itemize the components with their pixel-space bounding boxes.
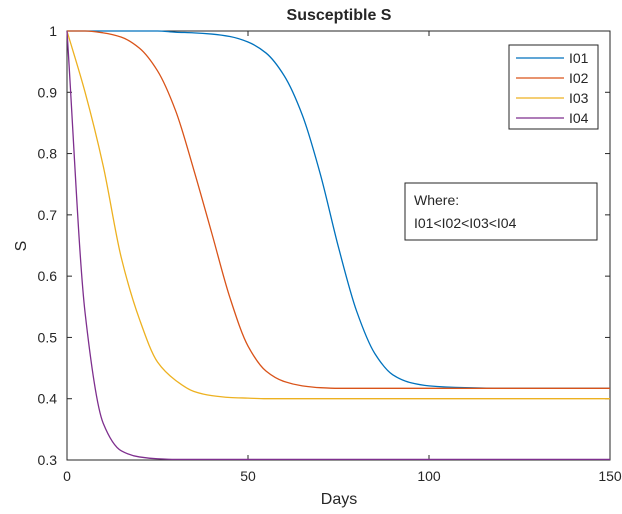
legend: I01 I02 I03 I04 xyxy=(508,44,599,130)
series-line-i01 xyxy=(67,30,610,389)
axis-ticks: 0 50 100 150 0.3 0.4 0.5 0.6 0.7 0.8 0.9 1 xyxy=(38,23,622,484)
chart-title: Susceptible S xyxy=(287,7,392,24)
annotation-frame xyxy=(404,182,598,241)
x-tick-label: 100 xyxy=(417,468,441,484)
x-tick-label: 150 xyxy=(598,468,622,484)
x-axis-label: Days xyxy=(321,491,357,508)
y-tick-label: 0.8 xyxy=(38,146,58,162)
legend-label-i03: I03 xyxy=(569,90,589,106)
y-tick-label: 0.4 xyxy=(38,391,58,407)
legend-label-i04: I04 xyxy=(569,110,589,126)
annotation-box: Where: I01<I02<I03<I04 xyxy=(404,182,598,241)
series-line-i03 xyxy=(66,30,611,400)
legend-label-i02: I02 xyxy=(569,70,589,86)
y-tick-label: 1 xyxy=(49,23,57,39)
series-line-i04 xyxy=(66,30,610,461)
x-tick-label: 0 xyxy=(63,468,71,484)
y-tick-label: 0.5 xyxy=(38,329,58,345)
legend-label-i01: I01 xyxy=(569,50,589,66)
y-tick-label: 0.3 xyxy=(38,452,58,468)
series-line-i02 xyxy=(67,30,610,389)
series-lines xyxy=(66,30,611,461)
y-axis-label: S xyxy=(13,241,30,252)
y-tick-label: 0.9 xyxy=(38,84,58,100)
annotation-line-2: I01<I02<I03<I04 xyxy=(414,215,517,231)
legend-box xyxy=(508,44,599,130)
y-tick-label: 0.6 xyxy=(38,268,58,284)
annotation-line-1: Where: xyxy=(414,192,459,208)
y-tick-label: 0.7 xyxy=(38,207,58,223)
x-tick-label: 50 xyxy=(240,468,256,484)
